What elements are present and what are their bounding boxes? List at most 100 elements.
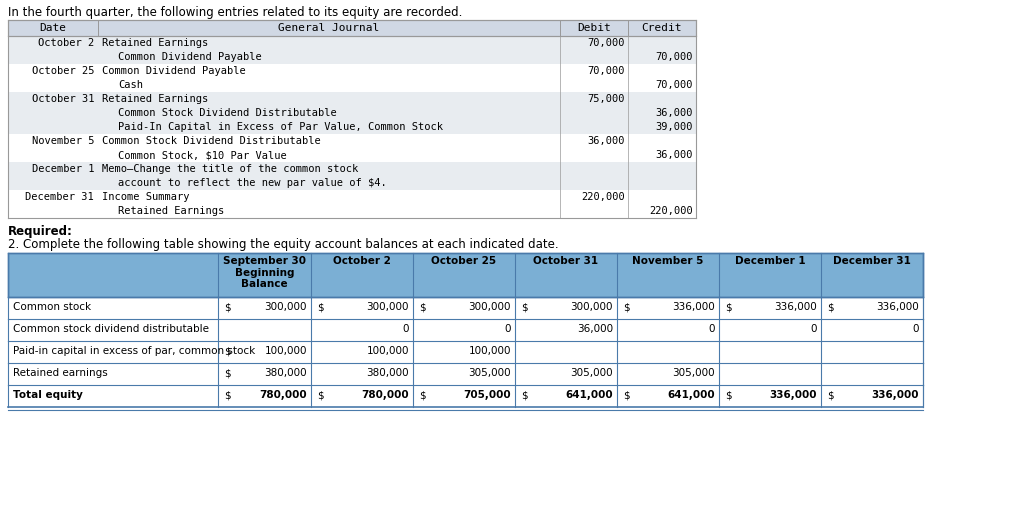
Bar — [8, 20, 696, 36]
Text: Required:: Required: — [8, 225, 73, 238]
Text: 705,000: 705,000 — [464, 390, 511, 400]
Text: $: $ — [827, 390, 834, 400]
Text: Retained Earnings: Retained Earnings — [118, 206, 224, 216]
Bar — [8, 176, 696, 190]
Text: 336,000: 336,000 — [672, 302, 715, 312]
Text: 300,000: 300,000 — [367, 302, 409, 312]
Text: 70,000: 70,000 — [588, 66, 625, 76]
Text: $: $ — [725, 390, 731, 400]
Text: 220,000: 220,000 — [582, 192, 625, 202]
Text: account to reflect the new par value of $4.: account to reflect the new par value of … — [118, 178, 387, 188]
Text: $: $ — [623, 390, 630, 400]
Text: Retained Earnings: Retained Earnings — [102, 94, 208, 104]
Text: October 31: October 31 — [534, 256, 599, 266]
Text: 641,000: 641,000 — [668, 390, 715, 400]
Bar — [8, 36, 696, 50]
Text: 300,000: 300,000 — [469, 302, 511, 312]
Text: $: $ — [521, 302, 527, 312]
Text: 0: 0 — [912, 324, 919, 334]
Text: December 1: December 1 — [32, 164, 94, 174]
Text: Retained earnings: Retained earnings — [13, 368, 108, 378]
Text: 305,000: 305,000 — [570, 368, 613, 378]
Bar — [8, 190, 696, 204]
Text: 0: 0 — [402, 324, 409, 334]
Bar — [8, 120, 696, 134]
Bar — [8, 92, 696, 106]
Text: Common Stock Dividend Distributable: Common Stock Dividend Distributable — [118, 108, 337, 118]
Bar — [8, 50, 696, 64]
Bar — [8, 363, 923, 385]
Text: 100,000: 100,000 — [469, 346, 511, 356]
Text: $: $ — [623, 302, 630, 312]
Text: $: $ — [419, 302, 426, 312]
Text: November 5: November 5 — [32, 136, 94, 146]
Text: December 31: December 31 — [26, 192, 94, 202]
Text: 780,000: 780,000 — [259, 390, 307, 400]
Bar — [8, 148, 696, 162]
Text: October 25: October 25 — [431, 256, 497, 266]
Bar — [8, 385, 923, 407]
Text: 36,000: 36,000 — [655, 108, 693, 118]
Bar — [8, 106, 696, 120]
Text: 100,000: 100,000 — [264, 346, 307, 356]
Text: 780,000: 780,000 — [361, 390, 409, 400]
Bar — [8, 162, 696, 176]
Bar — [8, 204, 696, 218]
Text: 336,000: 336,000 — [871, 390, 919, 400]
Text: October 31: October 31 — [32, 94, 94, 104]
Text: 336,000: 336,000 — [774, 302, 817, 312]
Text: 70,000: 70,000 — [588, 38, 625, 48]
Text: 0: 0 — [709, 324, 715, 334]
Text: General Journal: General Journal — [279, 23, 380, 33]
Text: 336,000: 336,000 — [877, 302, 919, 312]
Text: 380,000: 380,000 — [264, 368, 307, 378]
Bar — [8, 341, 923, 363]
Text: $: $ — [224, 302, 230, 312]
Text: Common Dividend Payable: Common Dividend Payable — [118, 52, 262, 62]
Text: $: $ — [224, 368, 230, 378]
Text: October 25: October 25 — [32, 66, 94, 76]
Bar — [8, 64, 696, 78]
Text: 36,000: 36,000 — [655, 150, 693, 160]
Text: $: $ — [224, 390, 230, 400]
Text: $: $ — [419, 390, 426, 400]
Text: October 2: October 2 — [333, 256, 391, 266]
Text: Paid-in capital in excess of par, common stock: Paid-in capital in excess of par, common… — [13, 346, 255, 356]
Text: Common Stock, $10 Par Value: Common Stock, $10 Par Value — [118, 150, 287, 160]
Text: December 1: December 1 — [734, 256, 805, 266]
Bar — [8, 297, 923, 319]
Text: 75,000: 75,000 — [588, 94, 625, 104]
Text: Income Summary: Income Summary — [102, 192, 189, 202]
Text: Cash: Cash — [118, 80, 143, 90]
Text: In the fourth quarter, the following entries related to its equity are recorded.: In the fourth quarter, the following ent… — [8, 6, 463, 19]
Text: $: $ — [224, 346, 230, 356]
Text: 100,000: 100,000 — [367, 346, 409, 356]
Text: 305,000: 305,000 — [673, 368, 715, 378]
Text: $: $ — [725, 302, 731, 312]
Text: 39,000: 39,000 — [655, 122, 693, 132]
Text: Common stock: Common stock — [13, 302, 91, 312]
Text: 336,000: 336,000 — [769, 390, 817, 400]
Text: Total equity: Total equity — [13, 390, 83, 400]
Text: $: $ — [317, 302, 324, 312]
Text: December 31: December 31 — [834, 256, 911, 266]
Text: Retained Earnings: Retained Earnings — [102, 38, 208, 48]
Bar — [8, 319, 923, 341]
Text: Credit: Credit — [642, 23, 682, 33]
Text: September 30
Beginning
Balance: September 30 Beginning Balance — [223, 256, 306, 289]
Text: Common Stock Dividend Distributable: Common Stock Dividend Distributable — [102, 136, 321, 146]
Text: 36,000: 36,000 — [577, 324, 613, 334]
Text: 0: 0 — [811, 324, 817, 334]
Text: 0: 0 — [505, 324, 511, 334]
Text: 70,000: 70,000 — [655, 80, 693, 90]
Bar — [8, 78, 696, 92]
Bar — [8, 134, 696, 148]
Text: 36,000: 36,000 — [588, 136, 625, 146]
Text: 380,000: 380,000 — [367, 368, 409, 378]
Text: 70,000: 70,000 — [655, 52, 693, 62]
Text: 300,000: 300,000 — [570, 302, 613, 312]
Text: Memo–Change the title of the common stock: Memo–Change the title of the common stoc… — [102, 164, 358, 174]
Text: 305,000: 305,000 — [468, 368, 511, 378]
Text: 2. Complete the following table showing the equity account balances at each indi: 2. Complete the following table showing … — [8, 238, 559, 251]
Text: November 5: November 5 — [632, 256, 703, 266]
